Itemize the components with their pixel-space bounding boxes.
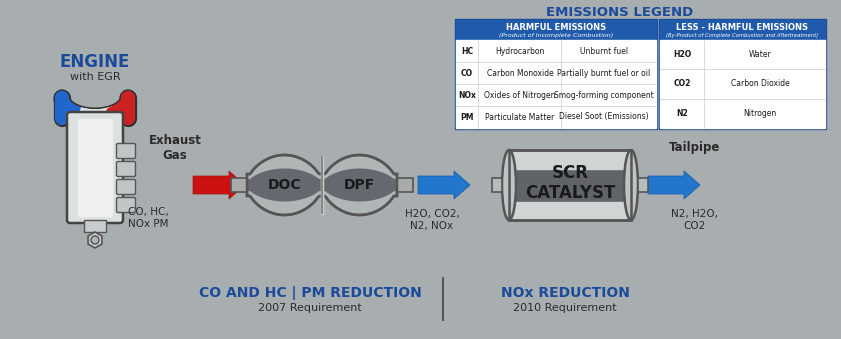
Text: NOx: NOx xyxy=(458,91,476,100)
Polygon shape xyxy=(88,232,102,248)
Text: with EGR: with EGR xyxy=(70,72,120,82)
Polygon shape xyxy=(247,168,397,201)
Text: Water: Water xyxy=(748,50,771,59)
Bar xyxy=(456,40,656,128)
Text: HARMFUL EMISSIONS: HARMFUL EMISSIONS xyxy=(506,22,606,32)
Text: Hydrocarbon: Hydrocarbon xyxy=(495,46,545,56)
Bar xyxy=(456,20,656,40)
Text: SCR: SCR xyxy=(552,164,589,182)
Text: N2, H2O,
CO2: N2, H2O, CO2 xyxy=(671,209,718,231)
FancyBboxPatch shape xyxy=(117,179,135,195)
Bar xyxy=(638,178,648,192)
Bar xyxy=(455,19,657,129)
Text: 2007 Requirement: 2007 Requirement xyxy=(258,303,362,313)
Text: Oxides of Nitrogen: Oxides of Nitrogen xyxy=(484,91,556,100)
Bar xyxy=(659,19,826,129)
FancyArrow shape xyxy=(418,171,470,199)
Text: Carbon Monoxide: Carbon Monoxide xyxy=(487,68,553,78)
Ellipse shape xyxy=(624,150,638,220)
Text: CO, HC,
NOx PM: CO, HC, NOx PM xyxy=(128,207,168,229)
Text: CATALYST: CATALYST xyxy=(525,184,615,202)
Ellipse shape xyxy=(502,150,516,220)
Bar xyxy=(509,150,631,220)
Bar xyxy=(78,119,112,216)
Text: H2O: H2O xyxy=(673,50,691,59)
Text: Exhaust
Gas: Exhaust Gas xyxy=(149,134,202,162)
Text: DPF: DPF xyxy=(344,178,375,192)
Circle shape xyxy=(91,236,99,244)
FancyBboxPatch shape xyxy=(67,112,123,223)
Bar xyxy=(660,40,825,128)
Bar xyxy=(492,178,502,192)
Bar xyxy=(84,220,106,232)
Text: Carbon Dioxide: Carbon Dioxide xyxy=(731,80,790,88)
Text: N2: N2 xyxy=(676,109,688,118)
FancyArrow shape xyxy=(193,171,245,199)
Polygon shape xyxy=(247,155,397,215)
Text: (By-Product of Complete Combustion and Aftertreatment): (By-Product of Complete Combustion and A… xyxy=(666,33,818,38)
Text: PM: PM xyxy=(460,113,473,121)
FancyBboxPatch shape xyxy=(117,161,135,177)
Text: H2O, CO2,
N2, NOx: H2O, CO2, N2, NOx xyxy=(405,209,459,231)
FancyBboxPatch shape xyxy=(117,198,135,213)
Text: CO AND HC | PM REDUCTION: CO AND HC | PM REDUCTION xyxy=(198,286,421,300)
Bar xyxy=(511,167,629,202)
Text: Diesel Soot (Emissions): Diesel Soot (Emissions) xyxy=(559,113,648,121)
FancyArrow shape xyxy=(648,171,700,199)
Text: CO: CO xyxy=(461,68,473,78)
Text: Nitrogen: Nitrogen xyxy=(743,109,776,118)
Bar xyxy=(509,150,631,220)
Text: DOC: DOC xyxy=(267,178,301,192)
Text: 2010 Requirement: 2010 Requirement xyxy=(513,303,616,313)
Bar xyxy=(660,20,825,40)
Text: HC: HC xyxy=(461,46,473,56)
Text: (Product of Incomplete Combustion): (Product of Incomplete Combustion) xyxy=(499,33,613,38)
Text: Unburnt fuel: Unburnt fuel xyxy=(580,46,628,56)
Bar xyxy=(511,201,629,218)
Bar xyxy=(231,178,247,192)
Text: EMISSIONS LEGEND: EMISSIONS LEGEND xyxy=(547,5,694,19)
Text: NOx REDUCTION: NOx REDUCTION xyxy=(500,286,629,300)
Text: LESS - HARMFUL EMISSIONS: LESS - HARMFUL EMISSIONS xyxy=(676,22,808,32)
Bar xyxy=(511,152,629,168)
Text: Particulate Matter: Particulate Matter xyxy=(485,113,554,121)
FancyBboxPatch shape xyxy=(117,143,135,159)
Text: ENGINE: ENGINE xyxy=(60,53,130,71)
Text: CO2: CO2 xyxy=(674,80,690,88)
Text: Tailpipe: Tailpipe xyxy=(669,141,721,155)
Text: Smog-forming component: Smog-forming component xyxy=(554,91,653,100)
Bar xyxy=(397,178,413,192)
Text: Partially burnt fuel or oil: Partially burnt fuel or oil xyxy=(558,68,651,78)
